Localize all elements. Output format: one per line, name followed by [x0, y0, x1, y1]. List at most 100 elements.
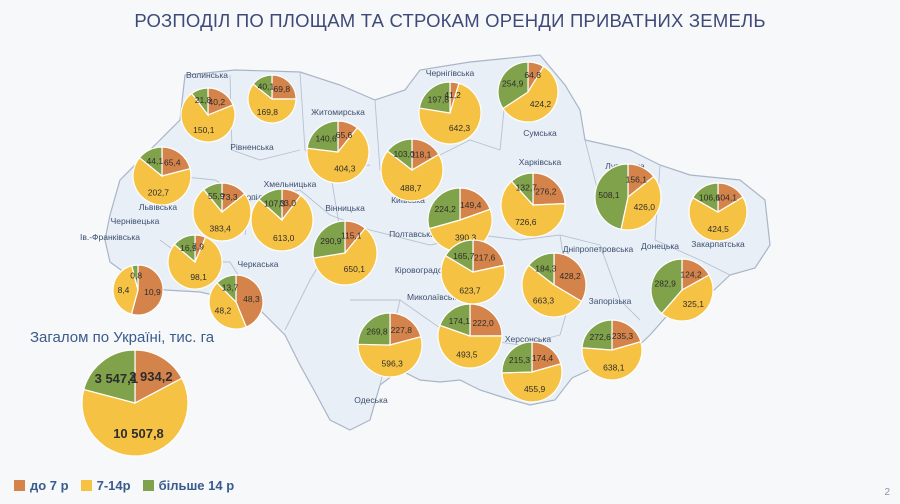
total-pie-slice-0: [134, 349, 183, 404]
pie-5-slice-0: [161, 146, 191, 177]
pie-7-label-2: 107,3: [264, 199, 286, 209]
pie-6: 73,3 383,4 55,9: [192, 182, 252, 242]
pie-10-label-0: 149,4: [460, 200, 482, 210]
legend-swatch-0: [14, 480, 25, 491]
pie-19-label-0: 124,2: [680, 270, 702, 280]
pie-3-label-1: 642,3: [449, 123, 471, 133]
pie-9-slice-1: [380, 150, 444, 202]
pie-23-label-2: 269,8: [366, 327, 388, 337]
pie-21-label-0: 235,3: [612, 331, 634, 341]
pie-2: 65,6 404,3 140,6: [306, 120, 370, 184]
region-label-15: Чернівецька: [111, 216, 160, 226]
pie-1-slice-0: [271, 74, 297, 100]
pie-11-label-2: 132,7: [516, 183, 538, 193]
pie-20-slice-1: [437, 324, 503, 369]
pie-3-label-0: 41,2: [444, 90, 461, 100]
pie-15-slice-2: [173, 234, 196, 264]
pie-6-slice-1: [192, 188, 252, 242]
pie-11-slice-2: [510, 172, 534, 207]
pie-16-label-1: 48,2: [215, 306, 232, 316]
pie-19-slice-2: [650, 258, 683, 315]
pie-10-slice-2: [427, 187, 461, 230]
pie-13-label-1: 424,5: [708, 224, 730, 234]
page-number: 2: [884, 487, 890, 498]
pie-19-slice-1: [660, 274, 714, 322]
pie-2-label-2: 140,6: [315, 134, 337, 144]
pie-22-label-1: 455,9: [524, 384, 546, 394]
region-label-10: Полтавська: [389, 229, 435, 239]
pie-16-label-2: 13,7: [222, 283, 239, 293]
region-label-11: Харківська: [519, 157, 562, 167]
region-label-23: Одеська: [354, 395, 388, 405]
pie-1-slice-2: [252, 74, 273, 101]
pie-21-label-1: 638,1: [603, 362, 625, 372]
pie-6-slice-2: [202, 182, 223, 214]
pie-7-label-0: 83,0: [279, 198, 296, 208]
pie-17-label-1: 623,7: [459, 285, 481, 295]
pie-16-slice-0: [235, 274, 264, 328]
pie-12: 156,1 426,0 508,1: [594, 163, 662, 231]
pie-8-label-2: 290,9: [320, 236, 342, 246]
region-label-17: Кіровоградська: [395, 265, 456, 275]
region-label-8: Вінницька: [325, 203, 365, 213]
pie-8-label-0: 115,1: [341, 231, 362, 241]
pie-8-label-1: 650,1: [344, 264, 366, 274]
pie-19-label-1: 325,1: [683, 299, 705, 309]
legend-item-0: до 7 р: [14, 478, 69, 493]
pie-0-slice-2: [190, 87, 209, 117]
legend: до 7 р 7-14р більше 14 р: [14, 478, 234, 493]
pie-19: 124,2 325,1 282,9: [650, 258, 714, 322]
pie-12-label-1: 426,0: [634, 202, 656, 212]
pie-20-label-1: 493,5: [456, 349, 478, 359]
total-pie-chart: 2 934,2 10 507,8 3 547,1: [81, 349, 189, 457]
pie-3-slice-2: [418, 81, 451, 114]
region-label-22: Херсонська: [505, 334, 551, 344]
total-pie-slice-1: [81, 377, 189, 457]
pie-15: 7,9 98,1 16,9: [167, 234, 223, 290]
pie-17-slice-2: [444, 239, 474, 274]
pie-14-label-1: 8,4: [118, 285, 130, 295]
pie-14-slice-2: [131, 264, 139, 291]
pie-4-label-2: 254,9: [502, 79, 524, 89]
pie-4: 64,8 424,2 254,9: [497, 61, 559, 123]
pie-8-slice-1: [312, 227, 378, 286]
pie-15-label-0: 7,9: [192, 242, 204, 252]
pie-11-label-1: 726,6: [515, 217, 537, 227]
pie-11-slice-1: [500, 180, 566, 238]
pie-4-slice-1: [502, 65, 559, 123]
slide-title: РОЗПОДІЛ ПО ПЛОЩАМ ТА СТРОКАМ ОРЕНДИ ПРИ…: [134, 10, 766, 31]
pie-21: 235,3 638,1 272,6: [581, 319, 643, 381]
pie-6-label-1: 383,4: [210, 224, 232, 234]
pie-23: 227,8 596,3 269,8: [357, 312, 423, 378]
pie-1-label-1: 169,8: [257, 107, 279, 117]
pie-18-slice-2: [527, 252, 555, 287]
pie-23-slice-2: [357, 312, 391, 346]
pie-0: 40,2 150,1 21,8: [180, 87, 236, 143]
pie-19-label-2: 282,9: [655, 279, 677, 289]
pie-10-label-1: 390,3: [455, 233, 477, 243]
pie-9: 118,1 488,7 103,0: [380, 138, 444, 202]
pie-12-label-0: 156,1: [626, 175, 648, 185]
pie-4-slice-2: [497, 61, 529, 110]
pie-20-label-2: 174,1: [449, 316, 471, 326]
pie-5-label-0: 65,4: [164, 158, 181, 168]
pie-2-slice-1: [306, 126, 370, 184]
pie-21-slice-0: [611, 319, 642, 351]
pie-4-label-0: 64,8: [524, 70, 541, 80]
pie-3-slice-1: [418, 82, 482, 145]
pie-5-slice-2: [138, 146, 163, 178]
legend-label-2: більше 14 р: [158, 478, 235, 493]
pie-2-label-0: 65,6: [336, 130, 353, 140]
pie-15-label-1: 98,1: [190, 272, 207, 282]
pie-1-slice-1: [247, 83, 297, 124]
pie-15-label-2: 16,9: [180, 243, 197, 253]
pie-5: 65,4 202,7 44,1: [132, 146, 192, 206]
pie-21-slice-1: [581, 340, 643, 381]
pie-12-label-2: 508,1: [598, 190, 620, 200]
pie-13-label-2: 106,6: [699, 192, 721, 202]
pie-8: 115,1 650,1 290,9: [312, 220, 378, 286]
pie-21-slice-2: [581, 319, 613, 351]
total-pie-slice-2: [83, 349, 136, 404]
pie-13: 104,1 424,5 106,6: [688, 182, 748, 242]
